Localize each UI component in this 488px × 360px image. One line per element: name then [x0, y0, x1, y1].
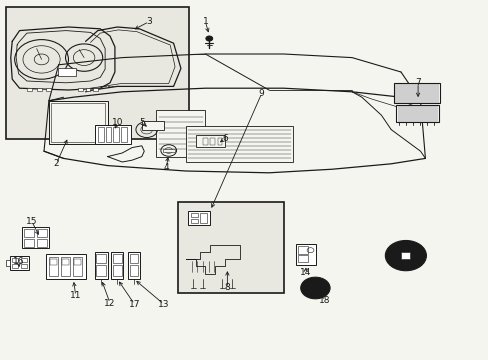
Bar	[49, 101, 107, 144]
Bar	[98, 127, 103, 142]
Text: 13: 13	[158, 300, 169, 309]
Bar	[24, 229, 34, 237]
Bar	[12, 264, 18, 268]
Bar	[401, 252, 409, 259]
Bar	[113, 265, 122, 276]
Text: 3: 3	[146, 17, 152, 26]
Text: 14: 14	[299, 269, 311, 277]
Bar	[62, 259, 69, 265]
Bar	[78, 88, 83, 91]
Bar	[49, 257, 58, 276]
Bar	[37, 229, 47, 237]
Bar	[12, 258, 18, 262]
Bar	[113, 254, 122, 263]
Bar	[185, 126, 293, 162]
Bar	[129, 254, 138, 263]
Bar	[111, 252, 123, 279]
Circle shape	[400, 252, 410, 259]
Bar	[297, 246, 307, 254]
Text: 16: 16	[13, 256, 24, 265]
Bar	[10, 256, 29, 270]
Bar	[37, 88, 41, 91]
Text: 15: 15	[26, 217, 38, 226]
Circle shape	[205, 36, 212, 41]
Bar	[74, 259, 81, 265]
Bar	[96, 265, 106, 276]
Text: 7: 7	[414, 78, 420, 87]
Bar	[6, 260, 10, 266]
Bar	[297, 255, 307, 262]
Circle shape	[385, 240, 426, 271]
Text: 6: 6	[222, 134, 227, 143]
Bar	[37, 239, 47, 247]
Bar	[217, 138, 222, 145]
Bar	[58, 68, 76, 76]
Bar	[46, 254, 85, 279]
Bar	[27, 88, 32, 91]
Bar	[203, 138, 207, 145]
Bar	[95, 252, 107, 279]
Text: 11: 11	[70, 292, 81, 300]
Bar	[113, 127, 119, 142]
Bar	[96, 254, 106, 263]
Bar	[73, 257, 82, 276]
Bar	[190, 219, 198, 223]
Circle shape	[312, 286, 318, 290]
Text: 4: 4	[163, 163, 169, 172]
Bar	[129, 265, 138, 276]
Bar	[95, 125, 130, 144]
Bar	[163, 149, 174, 152]
Bar	[395, 105, 438, 122]
Bar	[156, 110, 205, 157]
Text: 10: 10	[111, 118, 123, 127]
Bar	[121, 127, 127, 142]
Bar	[393, 83, 439, 103]
Bar	[128, 252, 140, 279]
Bar	[295, 244, 316, 265]
Text: 1: 1	[202, 17, 208, 26]
Text: 9: 9	[258, 89, 264, 98]
Bar	[190, 213, 198, 217]
Bar	[50, 259, 57, 265]
Bar	[85, 88, 90, 91]
Text: 8: 8	[224, 284, 230, 292]
Bar	[6, 7, 189, 139]
Bar	[21, 264, 27, 268]
Bar	[46, 88, 51, 91]
Bar	[61, 257, 70, 276]
Bar	[22, 227, 49, 248]
Bar	[195, 135, 224, 147]
Text: 2: 2	[53, 159, 59, 168]
Bar	[142, 121, 163, 130]
Bar	[24, 239, 34, 247]
Bar	[178, 202, 283, 293]
Bar	[21, 258, 27, 262]
Bar	[51, 103, 105, 142]
Bar	[105, 127, 111, 142]
Bar	[93, 88, 98, 91]
Bar	[210, 138, 215, 145]
Bar	[200, 213, 207, 223]
Bar	[188, 211, 210, 225]
Circle shape	[300, 277, 329, 299]
Text: 19: 19	[411, 251, 423, 260]
Text: 17: 17	[128, 300, 140, 309]
Text: 12: 12	[104, 299, 116, 307]
Text: 5: 5	[139, 118, 144, 127]
Text: 18: 18	[319, 296, 330, 305]
